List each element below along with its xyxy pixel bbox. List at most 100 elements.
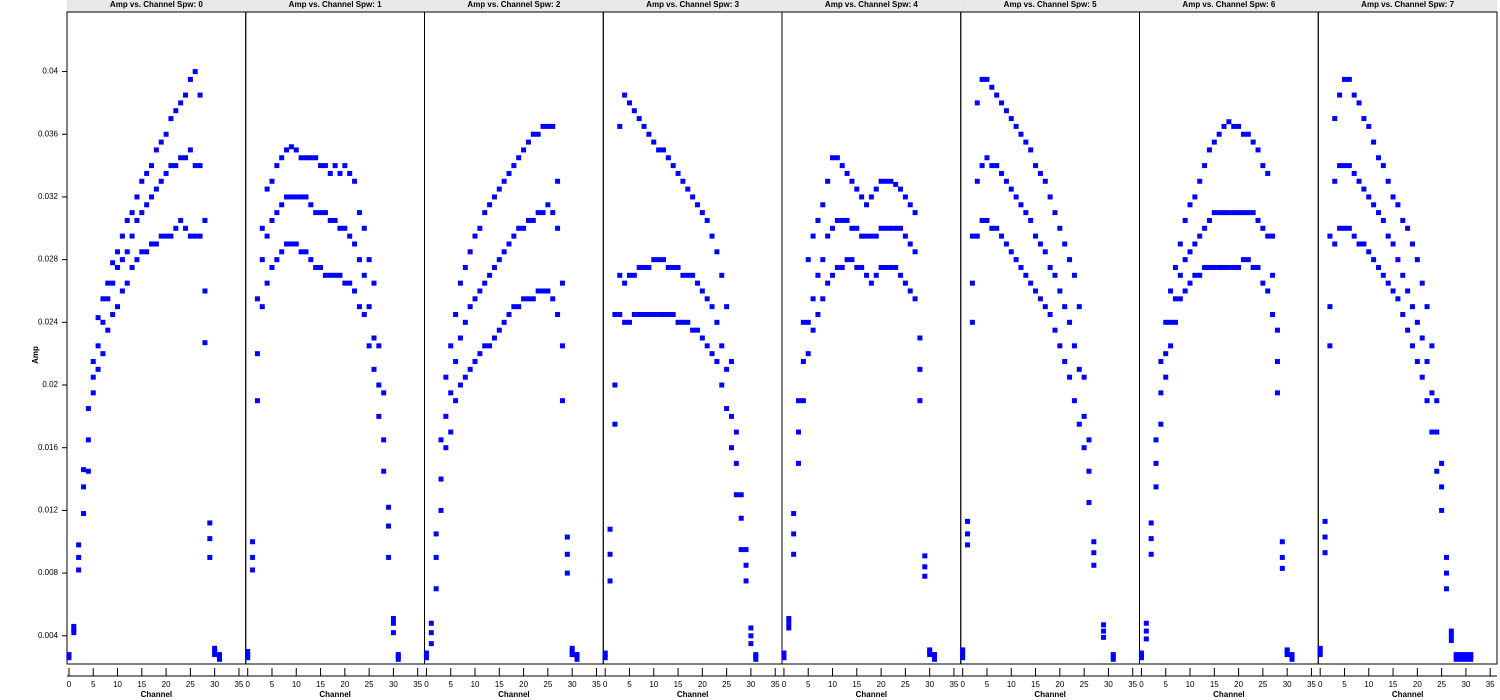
y-tick-label: 0.012 xyxy=(38,506,59,515)
point xyxy=(675,319,681,325)
point xyxy=(1371,139,1377,145)
y-tick-label: 0.032 xyxy=(38,192,59,201)
point xyxy=(453,359,459,365)
point xyxy=(1206,147,1212,153)
point xyxy=(482,210,488,216)
point xyxy=(90,359,96,365)
point xyxy=(714,249,720,255)
point xyxy=(279,249,285,255)
x-tick-label: 15 xyxy=(495,680,504,689)
point xyxy=(530,131,536,137)
point xyxy=(1337,92,1343,98)
x-tick-label: 10 xyxy=(828,680,837,689)
point xyxy=(1366,249,1372,255)
point xyxy=(893,181,899,187)
point xyxy=(704,343,710,349)
point xyxy=(361,272,367,278)
point xyxy=(932,652,938,658)
point xyxy=(1443,586,1449,592)
x-tick-label: 10 xyxy=(471,680,480,689)
point xyxy=(719,343,725,349)
point xyxy=(1468,652,1474,658)
point xyxy=(984,76,990,82)
point xyxy=(612,311,618,317)
point xyxy=(540,210,546,216)
point xyxy=(105,327,111,333)
point xyxy=(530,296,536,302)
point xyxy=(1337,225,1343,231)
point xyxy=(1192,272,1198,278)
point xyxy=(472,359,478,365)
point xyxy=(1023,272,1029,278)
point xyxy=(173,225,179,231)
point xyxy=(660,257,666,263)
point xyxy=(525,217,531,223)
point xyxy=(1448,633,1454,639)
point xyxy=(680,178,686,184)
x-tick-label: 20 xyxy=(1234,680,1243,689)
point xyxy=(390,630,396,636)
point xyxy=(1400,272,1406,278)
point xyxy=(521,296,527,302)
point xyxy=(646,311,652,317)
title-strip xyxy=(1139,0,1319,12)
point xyxy=(279,155,285,161)
point xyxy=(433,531,439,537)
point xyxy=(1463,656,1469,662)
point xyxy=(927,647,933,653)
point xyxy=(704,217,710,223)
point xyxy=(250,554,256,560)
point xyxy=(85,406,91,412)
point xyxy=(1076,366,1082,372)
point xyxy=(1395,257,1401,263)
point xyxy=(709,233,715,239)
point xyxy=(800,398,806,404)
point xyxy=(1356,100,1362,106)
point xyxy=(743,578,749,584)
point xyxy=(844,170,850,176)
point xyxy=(1226,119,1232,125)
point xyxy=(1341,225,1347,231)
point xyxy=(969,233,975,239)
point xyxy=(1028,217,1034,223)
x-tick-label: 0 xyxy=(782,680,787,689)
point xyxy=(555,178,561,184)
point xyxy=(110,260,116,266)
point xyxy=(728,359,734,365)
point xyxy=(85,468,91,474)
point xyxy=(796,398,802,404)
point xyxy=(1091,539,1097,545)
point xyxy=(626,100,632,106)
point xyxy=(259,304,265,310)
point xyxy=(85,437,91,443)
point xyxy=(337,272,343,278)
point xyxy=(144,249,150,255)
point xyxy=(1375,264,1381,270)
point xyxy=(95,366,101,372)
x-tick-label: 15 xyxy=(1031,680,1040,689)
point xyxy=(1231,264,1237,270)
point xyxy=(496,327,502,333)
point xyxy=(709,351,715,357)
point xyxy=(965,518,971,524)
x-tick-label: 20 xyxy=(877,680,886,689)
point xyxy=(1003,241,1009,247)
point xyxy=(724,406,730,412)
point xyxy=(264,233,270,239)
x-axis-label: Channel xyxy=(498,690,530,699)
point xyxy=(1255,217,1261,223)
point xyxy=(313,264,319,270)
point xyxy=(1067,257,1073,263)
point xyxy=(308,202,314,208)
point xyxy=(284,241,290,247)
point xyxy=(1458,652,1464,658)
title-strip xyxy=(603,0,782,12)
point xyxy=(308,155,314,161)
point xyxy=(81,467,87,473)
point xyxy=(163,131,169,137)
point xyxy=(898,272,904,278)
point xyxy=(207,536,213,542)
point xyxy=(129,210,135,216)
point xyxy=(1434,398,1440,404)
point xyxy=(1279,565,1285,571)
